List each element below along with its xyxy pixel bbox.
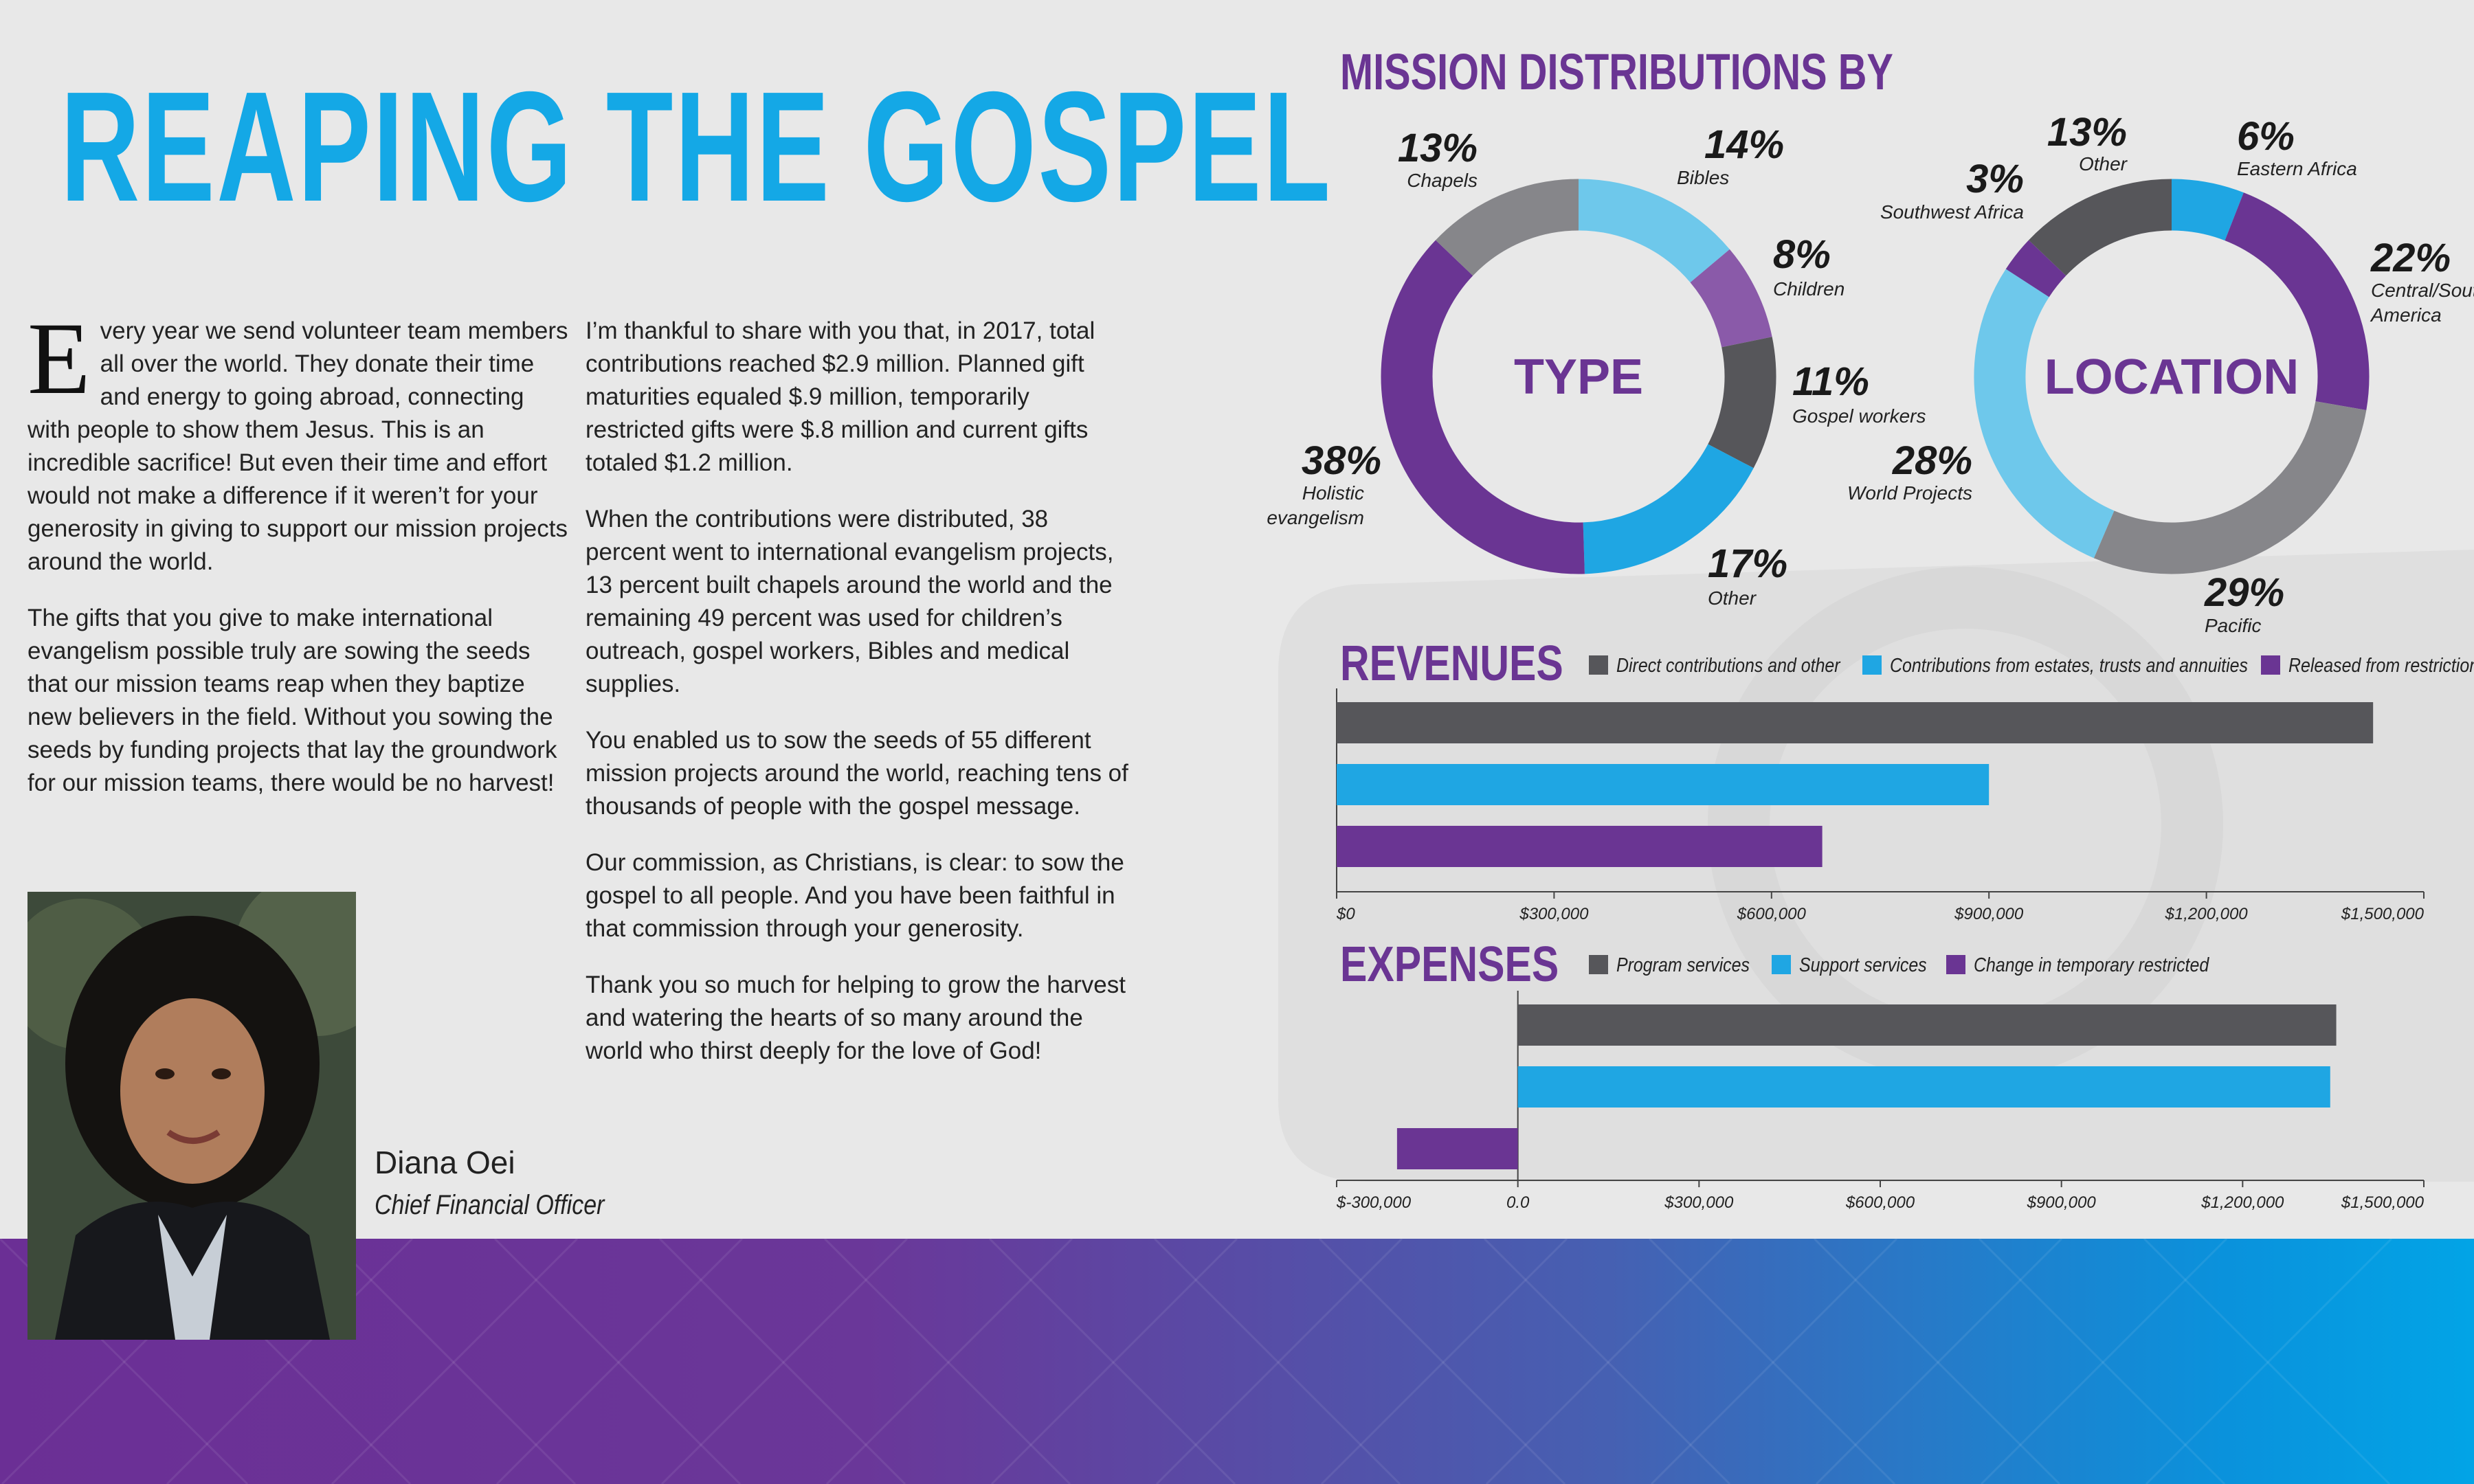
bar-chart-expenses: EXPENSES Program services Support services… [1336, 936, 2425, 1212]
donut-slice [2224, 192, 2370, 410]
slice-category-label: Southwest Africa [1880, 201, 2024, 223]
paragraph: When the contributions were distributed,… [586, 506, 1114, 697]
author-name: Diana Oei [375, 1145, 515, 1180]
paragraph: I’m thankful to share with you that, in … [586, 317, 1095, 476]
tick-label: $0 [1336, 905, 1355, 923]
paragraph: The gifts that you give to make internat… [27, 605, 557, 796]
drop-cap: E [27, 302, 91, 416]
tick-label: $1,500,000 [2341, 1193, 2425, 1212]
legend-label: Change in temporary restricted [1974, 954, 2209, 976]
legend-swatch [1946, 955, 1965, 974]
slice-category-label: Holistic [1302, 482, 1364, 504]
bar [1396, 1128, 1518, 1169]
bar-chart-revenues: REVENUES Direct contributions and other Co… [1336, 635, 2474, 923]
legend-swatch [2261, 655, 2280, 675]
tick-label: $600,000 [1737, 905, 1807, 923]
slice-percent-label: 3% [1966, 157, 2024, 201]
tick-label: $-300,000 [1336, 1193, 1412, 1212]
donut-slice [2029, 179, 2172, 276]
bar [1337, 764, 1990, 805]
section-title: MISSION DISTRIBUTIONS BY [1340, 44, 1893, 101]
slice-percent-label: 17% [1708, 541, 1787, 586]
slice-category-label: Other [1708, 587, 1757, 609]
tick-label: $900,000 [2027, 1193, 2097, 1212]
legend-label: Support services [1799, 954, 1927, 976]
bar [1517, 1066, 2330, 1108]
slice-category-label: Central/South [2371, 280, 2474, 301]
donut-center-title: TYPE [1514, 350, 1643, 405]
bottom-gradient-band [0, 1239, 2474, 1484]
donut-slice [1690, 249, 1772, 348]
legend-swatch [1862, 655, 1882, 675]
donut-chart-type: 14%Bibles 8%Children 11%Gospel workers 17%O… [1267, 122, 1926, 609]
tick-label: $1,500,000 [2341, 905, 2425, 923]
slice-category-label: America [2370, 304, 2442, 326]
tick-label: $300,000 [1519, 905, 1589, 923]
legend-label: Contributions from estates, trusts and a… [1890, 654, 2248, 676]
tick-label: 0.0 [1506, 1193, 1530, 1212]
slice-percent-label: 38% [1302, 438, 1381, 483]
slice-category-label: Gospel workers [1792, 405, 1926, 427]
tick-label: $600,000 [1845, 1193, 1915, 1212]
donut-slice [1381, 240, 1585, 574]
legend-label: Released from restriction [2288, 654, 2474, 676]
portrait-image [27, 892, 356, 1340]
slice-percent-label: 14% [1704, 122, 1784, 167]
slice-category-label: Eastern Africa [2237, 158, 2357, 179]
slice-percent-label: 28% [1892, 438, 1972, 483]
bar [1337, 826, 1823, 867]
legend-swatch [1589, 955, 1608, 974]
slice-percent-label: 13% [1398, 126, 1478, 170]
donut-chart-location: 6%Eastern Africa 22%Central/South America 2… [1847, 110, 2474, 636]
slice-category-label: Children [1773, 278, 1845, 300]
donut-slice [1436, 179, 1579, 276]
donut-slice [2093, 401, 2367, 574]
bar-chart-title: REVENUES [1340, 635, 1563, 690]
legend-label: Program services [1616, 954, 1750, 976]
donut-slice [2005, 240, 2066, 298]
slice-category-label: Pacific [2205, 615, 2261, 636]
slice-percent-label: 6% [2237, 114, 2295, 159]
paragraph-text: very year we send volunteer team members… [27, 317, 568, 575]
bar [1517, 1004, 2337, 1046]
tick-label: $1,200,000 [2200, 1193, 2284, 1212]
body-column-2: I’m thankful to share with you that, in … [586, 315, 1128, 1091]
slice-category-label: evangelism [1267, 507, 1364, 528]
donut-slice [1582, 443, 1754, 574]
donut-slice [1578, 179, 1730, 283]
slice-category-label: Bibles [1677, 167, 1729, 188]
tick-label: $1,200,000 [2165, 905, 2249, 923]
diamond-pattern [0, 1239, 2393, 1484]
tick-label: $900,000 [1954, 905, 2024, 923]
slice-category-label: Other [2079, 153, 2128, 175]
tick-label: $300,000 [1664, 1193, 1734, 1212]
bar [1337, 702, 2374, 743]
author-role: Chief Financial Officer [375, 1190, 605, 1220]
slice-percent-label: 11% [1792, 359, 1869, 404]
page-title: REAPING THE GOSPEL [60, 60, 1333, 234]
legend-swatch [1772, 955, 1791, 974]
slice-percent-label: 8% [1773, 232, 1831, 277]
legend-swatch [1589, 655, 1608, 675]
bar-chart-title: EXPENSES [1340, 936, 1559, 991]
slice-category-label: World Projects [1847, 482, 1972, 504]
paragraph: Thank you so much for helping to grow th… [586, 971, 1126, 1064]
donut-slice [1974, 269, 2115, 559]
paragraph: Our commission, as Christians, is clear:… [586, 849, 1124, 942]
donut-slice [2171, 179, 2244, 241]
slice-percent-label: 13% [2047, 110, 2127, 155]
slice-category-label: Chapels [1407, 170, 1478, 191]
paragraph: You enabled us to sow the seeds of 55 di… [586, 727, 1128, 820]
legend-label: Direct contributions and other [1616, 654, 1841, 676]
author-photo [27, 892, 356, 1340]
slice-percent-label: 29% [2204, 570, 2284, 615]
donut-center-title: LOCATION [2044, 350, 2299, 405]
slice-percent-label: 22% [2370, 236, 2451, 280]
donut-slice [1707, 337, 1776, 469]
